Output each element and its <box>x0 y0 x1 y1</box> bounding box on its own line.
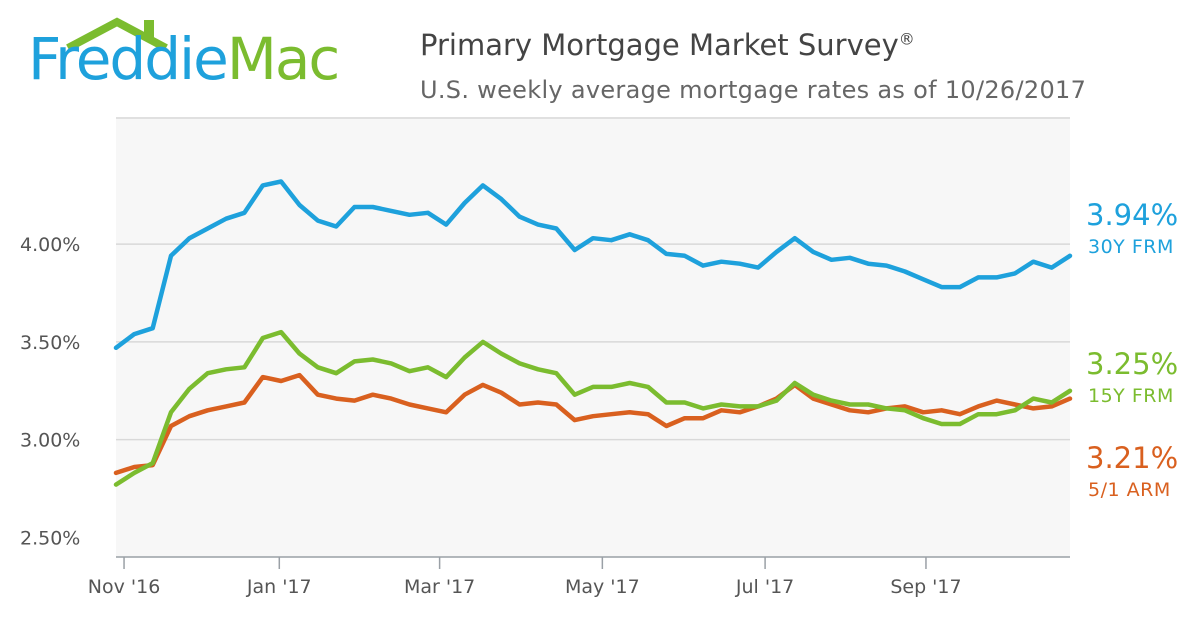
end-value-15y: 3.25% <box>1086 347 1179 381</box>
y-tick-label: 4.00% <box>20 234 80 256</box>
y-tick-label: 2.50% <box>20 527 80 549</box>
x-tick-label: Jul '17 <box>735 576 794 598</box>
house-roof-icon <box>66 17 168 52</box>
series-line-30y-frm <box>113 179 1073 351</box>
end-label-15y: 15Y FRM <box>1088 385 1174 407</box>
y-axis-labels: 2.50% 3.00% 3.50% 4.00% <box>20 234 80 549</box>
end-label-30y: 30Y FRM <box>1088 236 1174 258</box>
x-tick-label: May '17 <box>565 576 640 598</box>
logo-word-freddie: Freddie <box>28 25 229 93</box>
x-axis: Nov '16 Jan '17 Mar '17 May '17 Jul '17 Sep '… <box>88 556 1070 598</box>
end-label-arm: 5/1 ARM <box>1088 479 1171 501</box>
grid-lines <box>116 117 1070 441</box>
x-tick-label: Nov '16 <box>88 576 161 598</box>
chart-subtitle: U.S. weekly average mortgage rates as of… <box>420 76 1087 104</box>
registered-mark: ® <box>898 29 915 49</box>
logo-word-mac: Mac <box>226 25 340 93</box>
chart-title-text: Primary Mortgage Market Survey <box>420 28 899 62</box>
series-line-5-1-arm <box>113 372 1073 476</box>
freddie-mac-logo: FreddieMac <box>28 30 340 88</box>
x-tick-label: Mar '17 <box>404 576 475 598</box>
y-tick-label: 3.50% <box>20 332 80 354</box>
x-tick-label: Sep '17 <box>890 576 961 598</box>
x-tick-label: Jan '17 <box>246 576 312 598</box>
end-value-arm: 3.21% <box>1086 441 1179 475</box>
chart-title: Primary Mortgage Market Survey® <box>420 28 915 62</box>
end-value-30y: 3.94% <box>1086 198 1179 232</box>
y-tick-label: 3.00% <box>20 430 80 452</box>
series-line-15y-frm <box>113 329 1073 487</box>
series-lines <box>113 179 1073 487</box>
plot-area <box>116 117 1070 557</box>
